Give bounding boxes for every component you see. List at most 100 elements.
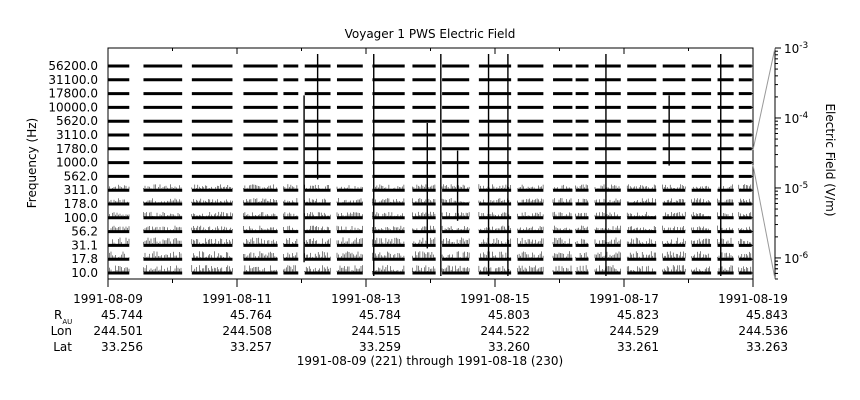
- channel-noise: [594, 237, 621, 245]
- channel-noise: [107, 237, 130, 245]
- channel-noise: [738, 184, 752, 190]
- channel-noise: [691, 226, 710, 231]
- y-tick-label: 17800.0: [48, 87, 98, 101]
- channel-noise: [143, 198, 182, 203]
- channel-noise: [143, 225, 182, 231]
- channel-noise: [552, 225, 572, 231]
- channel-noise: [662, 251, 686, 259]
- channel-noise: [691, 251, 710, 259]
- channel-noise: [662, 237, 686, 245]
- channel-noise: [691, 238, 710, 245]
- channel-noise: [441, 198, 470, 203]
- rau-label-subscript: AU: [62, 318, 73, 326]
- channel-noise: [717, 237, 733, 245]
- lon-label: Lon: [50, 324, 72, 338]
- y-tick-label: 1000.0: [56, 156, 98, 170]
- channel-noise: [143, 251, 182, 259]
- channel-noise: [304, 198, 331, 203]
- ephem-rau-value: 45.803: [488, 308, 530, 322]
- x-tick-label-date: 1991-08-09: [73, 292, 143, 306]
- channel-noise: [517, 265, 544, 272]
- y-tick-label: 311.0: [64, 183, 98, 197]
- channel-noise: [372, 198, 405, 203]
- x-tick-label-date: 1991-08-11: [202, 292, 272, 306]
- chart-title: Voyager 1 PWS Electric Field: [345, 27, 516, 41]
- channel-noise: [478, 265, 511, 272]
- channel-noise: [626, 251, 656, 259]
- y-tick-label: 56200.0: [48, 59, 98, 73]
- channel-noise: [243, 184, 277, 190]
- channel-noise: [243, 225, 277, 231]
- channel-noise: [738, 251, 752, 259]
- channel-noise: [594, 265, 621, 272]
- rau-label: RAU: [54, 308, 73, 326]
- x-ticks: [107, 48, 754, 287]
- colorbar-axis: 10-3 10-4 10-5 10-6: [752, 41, 809, 280]
- channel-noise: [441, 251, 470, 259]
- ephem-lon-value: 244.508: [222, 324, 272, 338]
- ephem-lat-value: 33.263: [746, 340, 788, 354]
- channel-noise: [575, 265, 588, 272]
- channel-noise: [304, 212, 331, 217]
- colorbar-tick-label: 10-5: [784, 181, 808, 196]
- ephem-rau-value: 45.784: [359, 308, 401, 322]
- y-tick-label: 10.0: [71, 266, 98, 280]
- colorbar-connector-top: [752, 47, 776, 151]
- channel-noise: [372, 265, 405, 272]
- frequency-tick-labels: 56200.031100.017800.010000.05620.03110.0…: [48, 59, 753, 280]
- channel-noise: [662, 211, 686, 217]
- y-tick-label: 562.0: [64, 169, 98, 183]
- channel-noise: [478, 212, 511, 217]
- channel-noise: [478, 198, 511, 203]
- y-tick-label: 10000.0: [48, 100, 98, 114]
- ephem-rau-value: 45.744: [101, 308, 143, 322]
- channel-noise: [336, 265, 363, 272]
- x-tick-label-date: 1991-08-19: [718, 292, 788, 306]
- date-range: 1991-08-09 (221) through 1991-08-18 (230…: [296, 354, 564, 368]
- y2-axis-label: Electric Field (V/m): [823, 103, 837, 216]
- y-tick-label: 31.1: [71, 238, 98, 252]
- channel-noise: [552, 251, 572, 259]
- channel-noise: [441, 265, 470, 272]
- channel-noise: [304, 225, 331, 231]
- channel-noise: [552, 237, 572, 245]
- channel-noise: [441, 237, 470, 245]
- channel-noise: [372, 211, 405, 217]
- channel-noise: [412, 251, 436, 259]
- channel-noise: [738, 198, 752, 203]
- channel-noise: [412, 225, 436, 231]
- channel-noise: [283, 198, 298, 203]
- channel-noise: [143, 184, 182, 190]
- ephem-lon-value: 244.501: [93, 324, 143, 338]
- y-tick-label: 1780.0: [56, 142, 98, 156]
- channel-noise: [109, 251, 130, 259]
- channel-noise: [717, 265, 733, 272]
- channel-noise: [626, 226, 656, 231]
- channel-noise: [662, 184, 686, 190]
- channel-noise: [191, 184, 233, 190]
- colorbar-connector-bottom: [752, 164, 776, 280]
- channel-noise: [575, 252, 588, 259]
- channel-noise: [336, 225, 363, 231]
- channel-noise: [718, 184, 733, 190]
- channel-noise: [478, 251, 511, 259]
- channel-noise: [304, 184, 331, 190]
- channel-noise: [552, 184, 572, 190]
- ephem-lat-value: 33.256: [101, 340, 143, 354]
- channel-noise: [143, 211, 182, 217]
- y-tick-label: 5620.0: [56, 114, 98, 128]
- channel-noise: [336, 185, 363, 190]
- channel-noise: [243, 212, 277, 217]
- channel-noise: [478, 184, 511, 190]
- channel-noise: [191, 265, 233, 272]
- x-tick-label-date: 1991-08-15: [460, 292, 530, 306]
- channel-noise: [738, 238, 752, 245]
- channel-noise: [575, 198, 588, 203]
- channel-noise: [373, 184, 405, 190]
- channel-noise: [243, 198, 277, 203]
- channel-noise: [304, 238, 331, 245]
- channel-noise: [738, 212, 752, 217]
- channel-noise: [594, 212, 621, 217]
- ephem-rau-value: 45.823: [617, 308, 659, 322]
- channel-noise: [662, 198, 686, 203]
